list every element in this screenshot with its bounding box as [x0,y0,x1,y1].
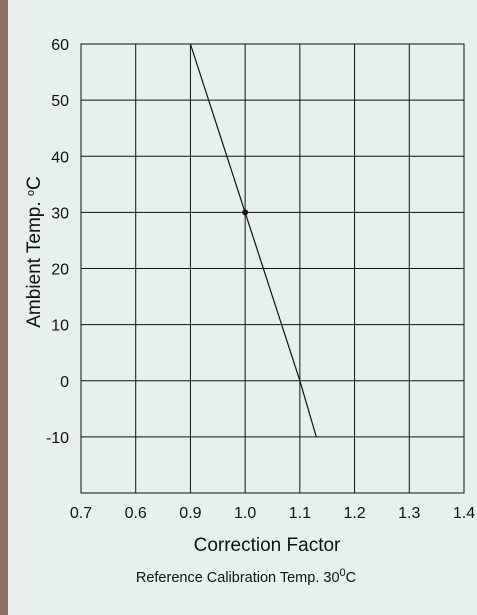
y-axis-label-suffix: C [24,176,45,190]
y-tick-label: 30 [51,205,69,222]
y-tick-label: 0 [60,374,69,391]
reference-caption: Reference Calibration Temp. 300C [136,567,356,586]
reference-point [242,209,249,216]
x-axis-label: Correction Factor [194,535,341,556]
x-tick-label: 0.9 [179,505,201,522]
points-layer [242,209,249,216]
y-tick-label: 10 [51,318,69,335]
y-axis-label: Ambient Temp. oC [24,176,45,328]
caption-prefix: Reference Calibration Temp. 30 [136,570,340,586]
x-tick-label: 1.3 [398,505,420,522]
x-tick-label: 0.6 [125,505,147,522]
x-tick-label: 1.0 [234,505,256,522]
plot-border [80,43,465,494]
x-tick-labels: 0.7 0.6 0.9 1.0 1.1 1.2 1.3 1.4 [70,505,475,522]
y-axis-label-prefix: Ambient Temp. [24,196,45,328]
y-tick-label: -10 [46,430,69,447]
caption-suffix: C [346,570,356,586]
y-tick-label: 60 [51,37,69,54]
series-layer [189,43,317,438]
y-tick-labels: 60 50 40 30 20 10 0 -10 [46,37,69,447]
x-tick-label: 1.4 [453,505,475,522]
x-tick-label: 1.1 [289,505,311,522]
chart-panel [8,0,477,615]
caption-superscript: 0 [340,567,346,579]
x-tick-label: 0.7 [70,505,92,522]
y-tick-label: 40 [51,149,69,166]
series-line [189,43,317,438]
y-axis-label-superscript: o [25,190,37,196]
x-tick-label: 1.2 [343,505,365,522]
y-tick-label: 20 [51,262,69,279]
y-tick-label: 50 [51,93,69,110]
grid [81,44,464,493]
